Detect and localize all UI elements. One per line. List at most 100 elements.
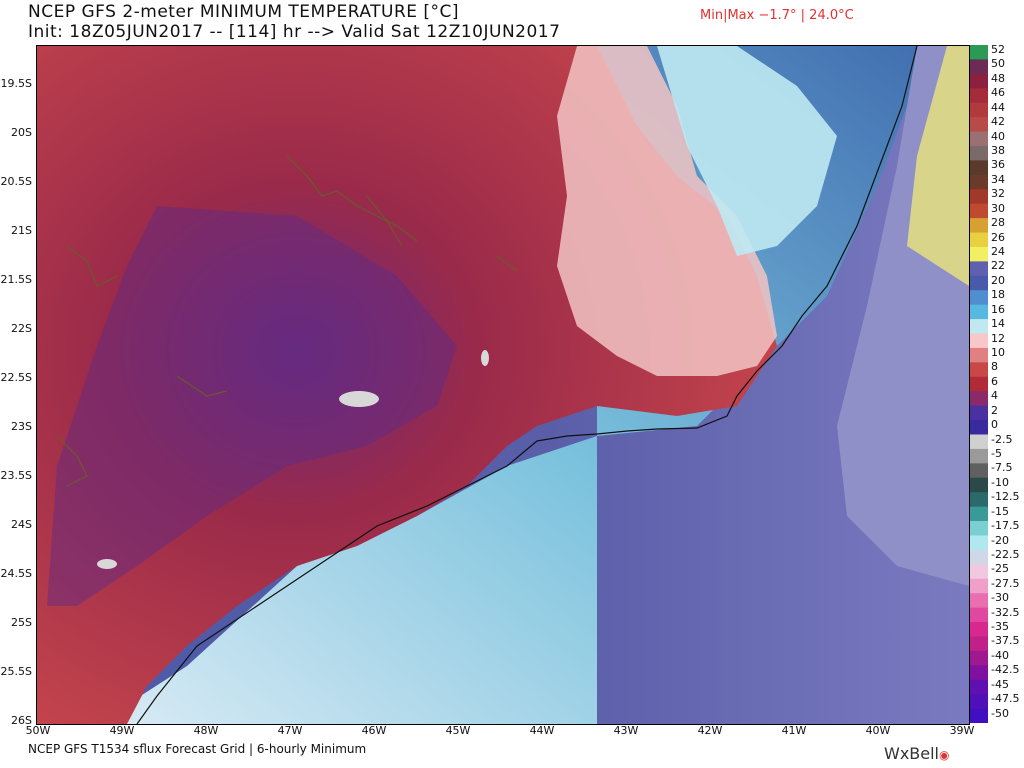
lat-label: 20S: [11, 126, 32, 139]
color-scale-swatch: [970, 477, 988, 493]
coastline: [136, 46, 918, 724]
color-scale-label: 46: [991, 86, 1005, 100]
color-scale-label: 8: [991, 360, 998, 374]
color-scale-label: 32: [991, 187, 1005, 201]
color-scale-swatch: [970, 521, 988, 536]
color-scale-label: -40: [991, 648, 1009, 662]
lon-label: 48W: [193, 724, 219, 737]
color-scale-label: 6: [991, 374, 998, 388]
color-scale-swatch: [970, 145, 988, 161]
color-scale-label: 0: [991, 418, 998, 432]
color-scale-swatch: [970, 117, 988, 133]
color-scale-label: -42.5: [991, 663, 1020, 677]
color-scale-swatch: [970, 59, 988, 75]
lat-label: 26S: [11, 714, 32, 727]
color-scale-swatch: [970, 535, 988, 551]
color-scale-swatch: [970, 290, 988, 306]
lat-label: 21.5S: [0, 273, 32, 286]
color-scale-swatch: [970, 160, 988, 176]
color-scale-swatch: [970, 88, 988, 104]
color-scale-label: -7.5: [991, 461, 1013, 475]
color-scale-label: -12.5: [991, 490, 1020, 504]
lon-label: 39W: [949, 724, 975, 737]
color-scale-label: 22: [991, 259, 1005, 273]
color-scale-label: 50: [991, 57, 1005, 71]
color-scale-swatch: [970, 362, 988, 378]
lat-label: 21S: [11, 224, 32, 237]
color-scale-swatch: [970, 174, 988, 190]
color-scale-label: -30: [991, 591, 1009, 605]
color-scale-swatch: [970, 506, 988, 522]
lat-label: 22.5S: [0, 371, 32, 384]
map-title: NCEP GFS 2-meter MINIMUM TEMPERATURE [°C…: [28, 2, 460, 22]
color-scale-swatch: [970, 665, 988, 681]
color-scale-swatch: [970, 650, 988, 666]
color-scale-label: -5: [991, 446, 1002, 460]
color-scale-swatch: [970, 607, 988, 623]
color-scale-swatch: [970, 347, 988, 363]
lon-label: 46W: [361, 724, 387, 737]
color-scale-swatch: [970, 679, 988, 695]
wxbell-logo: WxBell◉: [884, 744, 950, 763]
color-scale-label: -22.5: [991, 547, 1020, 561]
lat-label: 23S: [11, 420, 32, 433]
color-scale-swatch: [970, 73, 988, 89]
cyan-region: [657, 46, 837, 256]
lon-label: 43W: [613, 724, 639, 737]
color-scale-swatch: [970, 622, 988, 637]
light-pink-region: [557, 46, 777, 376]
color-scale-label: -20: [991, 533, 1009, 547]
lon-label: 47W: [277, 724, 303, 737]
color-scale-swatch: [970, 549, 988, 565]
color-scale-swatch: [970, 131, 988, 147]
lat-label: 24S: [11, 518, 32, 531]
color-scale-label: 2: [991, 403, 998, 417]
color-scale-swatch: [970, 304, 988, 320]
color-scale-swatch: [970, 448, 988, 464]
color-scale-label: 4: [991, 389, 998, 403]
coldest-land-zone: [47, 206, 457, 606]
color-scale-swatch: [970, 694, 988, 710]
color-scale-swatch: [970, 391, 988, 407]
color-scale-label: 48: [991, 71, 1005, 85]
color-scale-label: 26: [991, 230, 1005, 244]
color-scale-label: -32.5: [991, 605, 1020, 619]
color-scale-label: -35: [991, 620, 1009, 633]
color-scale-swatch: [970, 275, 988, 291]
color-scale-swatch: [970, 333, 988, 349]
color-scale-label: -2.5: [991, 432, 1013, 446]
min-max-readout: Min|Max −1.7° | 24.0°C: [700, 8, 854, 23]
color-scale-label: 42: [991, 115, 1005, 129]
lon-label: 49W: [109, 724, 135, 737]
color-scale-label: 14: [991, 317, 1005, 331]
lon-label: 42W: [697, 724, 723, 737]
frost-spot: [481, 350, 489, 366]
color-scale-label: 16: [991, 302, 1005, 316]
color-scale-label: 30: [991, 201, 1005, 215]
color-scale-label: 28: [991, 216, 1005, 230]
color-scale-swatch: [970, 463, 988, 479]
color-scale-label: -50: [991, 706, 1009, 720]
color-scale-label: -17.5: [991, 519, 1020, 532]
color-scale-label: 12: [991, 331, 1005, 345]
color-scale-swatch: [970, 319, 988, 335]
lon-label: 40W: [865, 724, 891, 737]
color-scale-label: 38: [991, 144, 1005, 157]
color-scale-label: -37.5: [991, 634, 1020, 648]
lat-label: 20.5S: [0, 175, 32, 188]
color-scale-swatch: [970, 218, 988, 234]
color-scale-swatch: [970, 420, 988, 435]
color-scale-label: 10: [991, 345, 1005, 359]
color-scale-swatch: [970, 578, 988, 594]
color-scale-swatch: [970, 45, 988, 60]
color-scale-swatch: [970, 203, 988, 219]
color-scale-label: 20: [991, 273, 1005, 287]
reservoirs: [56, 155, 518, 487]
lon-label: 50W: [25, 724, 51, 737]
color-scale-swatch: [970, 405, 988, 421]
color-scale-label: 34: [991, 172, 1005, 186]
color-scale-label: 24: [991, 245, 1005, 258]
color-scale-swatch: [970, 593, 988, 609]
color-scale-swatch: [970, 189, 988, 205]
color-scale-label: -15: [991, 504, 1009, 518]
